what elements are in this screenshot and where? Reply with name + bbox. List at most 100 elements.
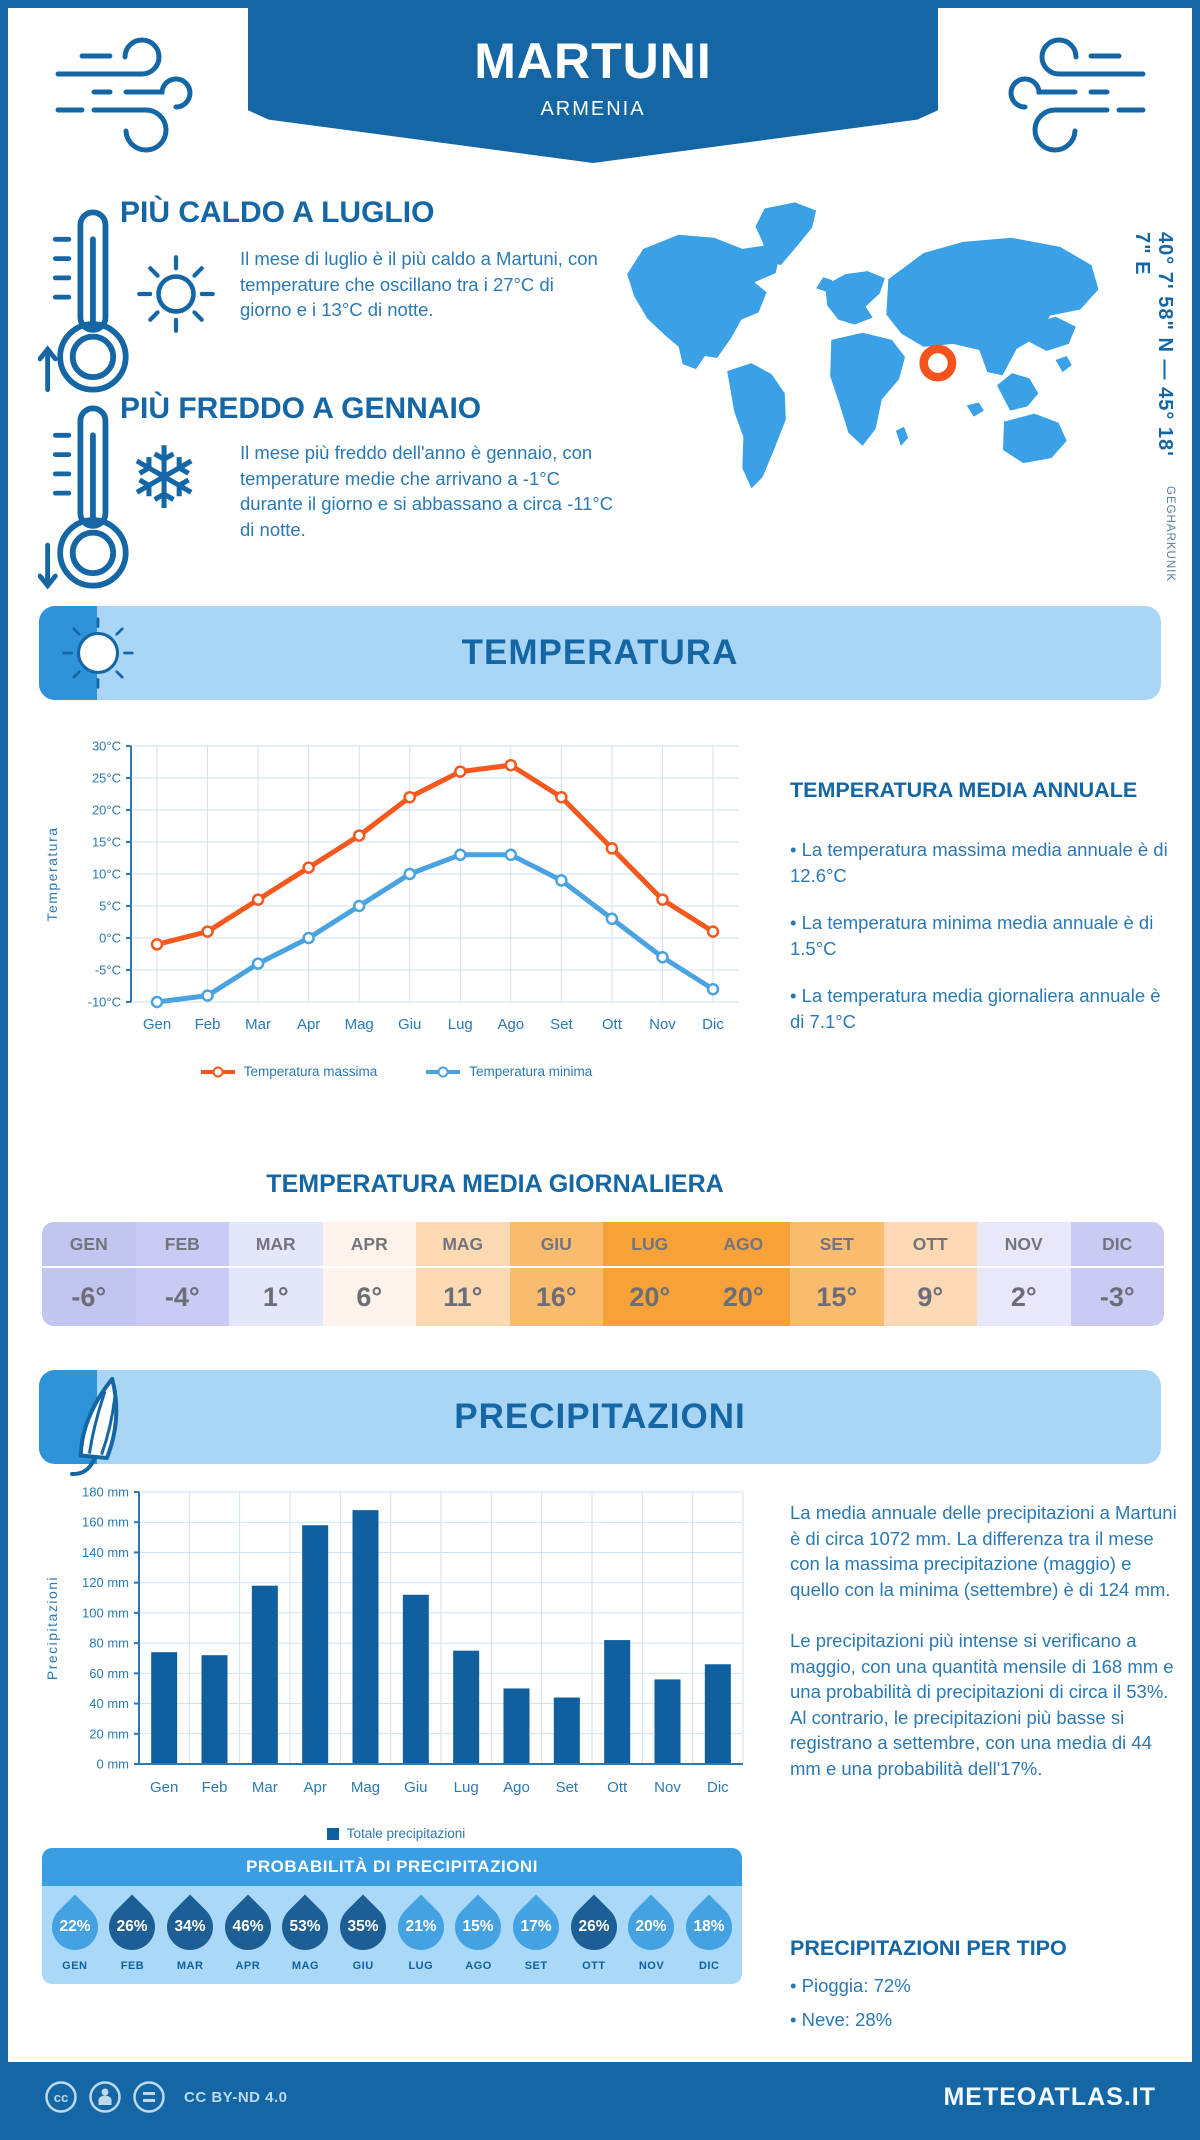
svg-text:Nov: Nov [649, 1016, 676, 1033]
probability-title: PROBABILITÀ DI PRECIPITAZIONI [42, 1848, 742, 1886]
month-label: APR [322, 1222, 416, 1268]
data-point [251, 957, 265, 970]
thermometer-down-icon [38, 405, 129, 590]
probability-value: 18% [693, 1918, 725, 1935]
precip-bar [352, 1510, 379, 1764]
month-temperature: 9° [883, 1268, 977, 1326]
svg-text:30°C: 30°C [92, 739, 121, 754]
legend-label-precip: Totale precipitazioni [346, 1826, 466, 1841]
svg-text:120 mm: 120 mm [82, 1575, 129, 1590]
probability-value: 15% [462, 1918, 494, 1935]
month-label: DIC [1070, 1222, 1164, 1268]
data-point [656, 893, 669, 906]
data-point [201, 989, 214, 1002]
probability-item: 46% APR [215, 1894, 281, 1972]
droplet-icon: 46% [215, 1894, 281, 1960]
month-column: GEN -6° [42, 1222, 136, 1326]
sun-icon [137, 255, 215, 333]
data-point [454, 765, 467, 778]
probability-month: GEN [62, 1960, 88, 1972]
precipitation-probability-panel: PROBABILITÀ DI PRECIPITAZIONI 22% GEN 26% F… [42, 1848, 742, 1984]
temperature-banner: TEMPERATURA [39, 606, 1161, 700]
svg-text:cc: cc [54, 2090, 68, 2105]
month-column: NOV 2° [977, 1222, 1071, 1326]
month-temperature: -6° [42, 1268, 136, 1326]
data-point [302, 931, 315, 945]
probability-value: 20% [635, 1918, 667, 1935]
month-temperature: 20° [696, 1268, 790, 1326]
page-subtitle: ARMENIA [540, 98, 646, 120]
footer: cc CC BY-ND 4.0 METEOATLAS.IT [8, 2062, 1192, 2132]
umbrella-icon [69, 1376, 119, 1476]
header-banner: MARTUNI ARMENIA [248, 8, 938, 163]
month-column: FEB -4° [135, 1222, 229, 1326]
region-text: GEGHARKUNIK [1164, 486, 1176, 582]
svg-text:Lug: Lug [448, 1016, 473, 1033]
data-point [403, 790, 416, 804]
svg-text:Precipitazioni: Precipitazioni [44, 1576, 60, 1680]
probability-value: 26% [578, 1918, 610, 1935]
month-column: APR 6° [322, 1222, 416, 1326]
probability-item: 22% GEN [42, 1894, 108, 1972]
temperature-chart: -10°C -5°C 0°C 5°C 10°C 15°C 20°C 25°C 30°C Gen Fe… [44, 739, 739, 1033]
month-column: LUG 20° [603, 1222, 697, 1326]
month-label: NOV [977, 1222, 1071, 1268]
droplet-icon: 26% [99, 1894, 166, 1960]
svg-text:Giu: Giu [398, 1016, 421, 1033]
type-rain: • Pioggia: 72% [790, 1975, 911, 1996]
month-label: LUG [603, 1222, 697, 1268]
sun-banner-icon [62, 617, 134, 689]
data-point [656, 950, 669, 964]
svg-text:Ago: Ago [503, 1779, 530, 1796]
month-temperature: 6° [322, 1268, 416, 1326]
svg-text:-10°C: -10°C [88, 995, 121, 1010]
precipitation-chart: 0 mm 20 mm 40 mm 60 mm 80 mm 100 mm 120 mm 140 … [44, 1485, 744, 1796]
data-point [555, 790, 568, 804]
probability-item: 53% MAG [272, 1894, 339, 1972]
monthly-temperature-table: GEN -6° FEB -4° MAR 1° APR 6° MAG 11° GIU 16° LUG 20°… [42, 1222, 1164, 1326]
license-text: CC BY-ND 4.0 [184, 2088, 288, 2106]
data-point [150, 995, 164, 1009]
precipitation-banner: PRECIPITAZIONI [39, 1370, 1161, 1476]
site-name: METEOATLAS.IT [943, 2082, 1156, 2111]
thermometer-up-icon [38, 209, 129, 393]
svg-text:160 mm: 160 mm [82, 1515, 129, 1530]
temperature-banner-label: TEMPERATURA [461, 633, 739, 672]
month-label: AGO [696, 1222, 790, 1268]
probability-item: 21% LUG [388, 1894, 454, 1972]
droplet-icon: 15% [445, 1894, 512, 1960]
month-column: MAG 11° [416, 1222, 510, 1326]
probability-droplets: 22% GEN 26% FEB 34% MAR 46% APR 53% MAG 35% GIU 21% L… [42, 1886, 742, 1984]
svg-text:Mag: Mag [351, 1779, 380, 1796]
probability-month: OTT [582, 1960, 606, 1972]
svg-text:Dic: Dic [707, 1779, 729, 1796]
probability-item: 18% DIC [676, 1894, 742, 1972]
droplet-icon: 18% [676, 1894, 742, 1960]
probability-item: 35% GIU [330, 1894, 396, 1972]
legend-label-min: Temperatura minima [469, 1064, 593, 1079]
svg-text:Dic: Dic [702, 1016, 724, 1033]
probability-value: 22% [59, 1918, 91, 1935]
precipitation-paragraph: La media annuale delle precipitazioni a … [790, 1502, 1177, 1600]
precipitation-legend: Totale precipitazioni [43, 1826, 749, 1841]
month-temperature: 20° [603, 1268, 697, 1326]
precip-bar [402, 1594, 429, 1764]
svg-text:Gen: Gen [143, 1016, 171, 1033]
legend-swatch-max [200, 1066, 235, 1077]
probability-month: APR [235, 1960, 261, 1972]
warm-title: PIÙ CALDO A LUGLIO [120, 196, 435, 229]
probability-month: MAG [291, 1960, 320, 1972]
probability-item: 15% AGO [445, 1894, 512, 1972]
svg-text:20 mm: 20 mm [89, 1726, 129, 1741]
svg-text:Lug: Lug [454, 1779, 479, 1796]
coordinates-text: 40° 7' 58" N — 45° 18' 7" E [1131, 232, 1176, 457]
equals-icon [133, 2081, 165, 2113]
daily-temperature-title: TEMPERATURA MEDIA GIORNALIERA [266, 1170, 724, 1198]
svg-text:-5°C: -5°C [95, 963, 121, 978]
svg-text:Mag: Mag [345, 1016, 374, 1033]
month-label: OTT [883, 1222, 977, 1268]
probability-value: 34% [174, 1918, 206, 1935]
data-point [454, 848, 467, 862]
svg-text:10°C: 10°C [92, 867, 121, 882]
data-point [403, 867, 416, 881]
